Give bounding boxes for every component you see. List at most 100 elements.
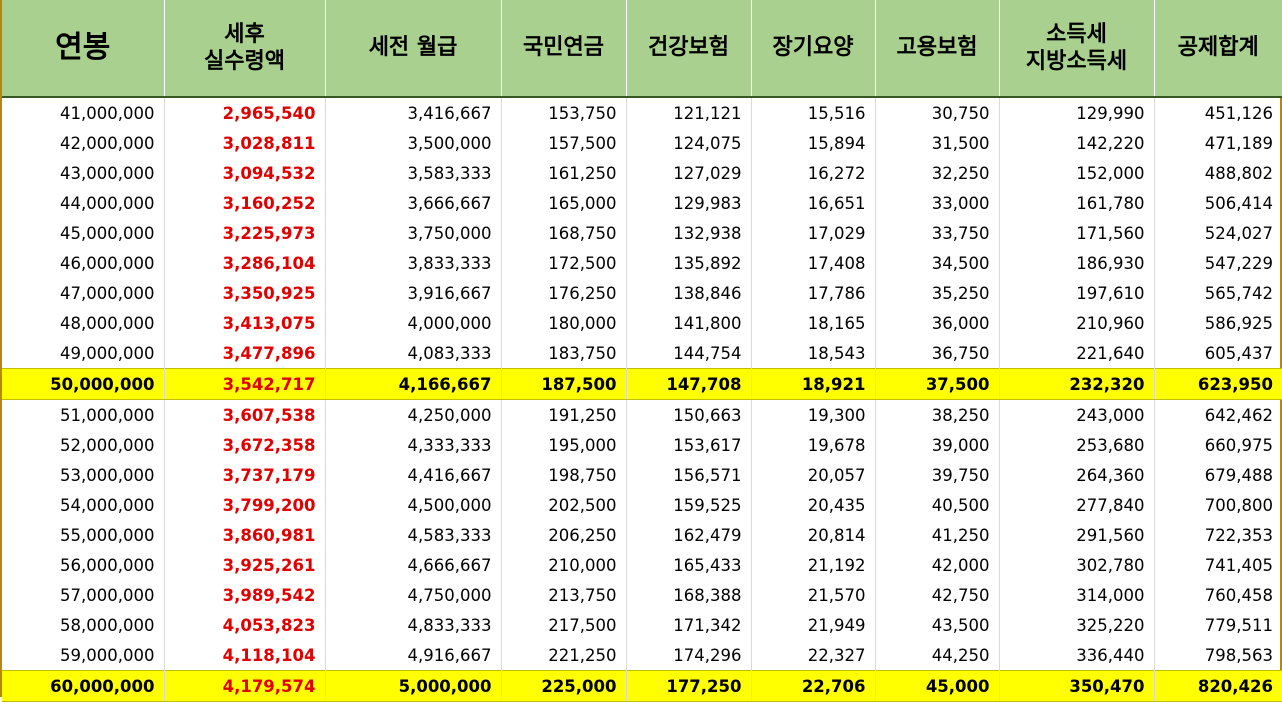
cell-health-insurance[interactable]: 138,846 (626, 278, 751, 308)
cell-long-term-care[interactable]: 18,543 (751, 338, 875, 369)
cell-income-tax[interactable]: 142,220 (999, 128, 1154, 158)
cell-income-tax[interactable]: 243,000 (999, 400, 1154, 431)
cell-employment-insurance[interactable]: 33,750 (875, 218, 999, 248)
cell-employment-insurance[interactable]: 33,000 (875, 188, 999, 218)
cell-national-pension[interactable]: 198,750 (501, 460, 626, 490)
cell-long-term-care[interactable]: 18,165 (751, 308, 875, 338)
cell-income-tax[interactable]: 232,320 (999, 369, 1154, 400)
cell-annual-salary[interactable]: 52,000,000 (2, 430, 164, 460)
cell-net-monthly-pay[interactable]: 3,860,981 (164, 520, 325, 550)
cell-annual-salary[interactable]: 57,000,000 (2, 580, 164, 610)
cell-annual-salary[interactable]: 44,000,000 (2, 188, 164, 218)
cell-long-term-care[interactable]: 16,651 (751, 188, 875, 218)
cell-employment-insurance[interactable]: 31,500 (875, 128, 999, 158)
cell-long-term-care[interactable]: 20,814 (751, 520, 875, 550)
cell-long-term-care[interactable]: 18,921 (751, 369, 875, 400)
cell-gross-monthly-pay[interactable]: 4,083,333 (325, 338, 501, 369)
cell-employment-insurance[interactable]: 36,750 (875, 338, 999, 369)
cell-employment-insurance[interactable]: 39,000 (875, 430, 999, 460)
cell-net-monthly-pay[interactable]: 3,094,532 (164, 158, 325, 188)
cell-net-monthly-pay[interactable]: 3,350,925 (164, 278, 325, 308)
cell-income-tax[interactable]: 152,000 (999, 158, 1154, 188)
cell-employment-insurance[interactable]: 39,750 (875, 460, 999, 490)
cell-health-insurance[interactable]: 165,433 (626, 550, 751, 580)
cell-gross-monthly-pay[interactable]: 4,916,667 (325, 640, 501, 671)
cell-health-insurance[interactable]: 144,754 (626, 338, 751, 369)
cell-net-monthly-pay[interactable]: 3,925,261 (164, 550, 325, 580)
cell-employment-insurance[interactable]: 38,250 (875, 400, 999, 431)
cell-national-pension[interactable]: 176,250 (501, 278, 626, 308)
cell-income-tax[interactable]: 314,000 (999, 580, 1154, 610)
cell-total-deduction[interactable]: 722,353 (1154, 520, 1282, 550)
cell-health-insurance[interactable]: 153,617 (626, 430, 751, 460)
cell-net-monthly-pay[interactable]: 3,542,717 (164, 369, 325, 400)
cell-employment-insurance[interactable]: 42,750 (875, 580, 999, 610)
cell-gross-monthly-pay[interactable]: 3,833,333 (325, 248, 501, 278)
cell-total-deduction[interactable]: 741,405 (1154, 550, 1282, 580)
cell-net-monthly-pay[interactable]: 4,053,823 (164, 610, 325, 640)
cell-employment-insurance[interactable]: 44,250 (875, 640, 999, 671)
cell-health-insurance[interactable]: 168,388 (626, 580, 751, 610)
cell-income-tax[interactable]: 277,840 (999, 490, 1154, 520)
cell-long-term-care[interactable]: 21,949 (751, 610, 875, 640)
cell-total-deduction[interactable]: 488,802 (1154, 158, 1282, 188)
cell-gross-monthly-pay[interactable]: 4,750,000 (325, 580, 501, 610)
cell-long-term-care[interactable]: 15,516 (751, 97, 875, 128)
cell-health-insurance[interactable]: 147,708 (626, 369, 751, 400)
cell-income-tax[interactable]: 302,780 (999, 550, 1154, 580)
cell-health-insurance[interactable]: 127,029 (626, 158, 751, 188)
cell-long-term-care[interactable]: 19,678 (751, 430, 875, 460)
cell-national-pension[interactable]: 191,250 (501, 400, 626, 431)
cell-net-monthly-pay[interactable]: 3,028,811 (164, 128, 325, 158)
cell-gross-monthly-pay[interactable]: 4,333,333 (325, 430, 501, 460)
cell-gross-monthly-pay[interactable]: 4,500,000 (325, 490, 501, 520)
cell-gross-monthly-pay[interactable]: 3,666,667 (325, 188, 501, 218)
cell-national-pension[interactable]: 180,000 (501, 308, 626, 338)
cell-total-deduction[interactable]: 779,511 (1154, 610, 1282, 640)
cell-employment-insurance[interactable]: 37,500 (875, 369, 999, 400)
cell-annual-salary[interactable]: 55,000,000 (2, 520, 164, 550)
cell-gross-monthly-pay[interactable]: 4,833,333 (325, 610, 501, 640)
cell-total-deduction[interactable]: 605,437 (1154, 338, 1282, 369)
cell-annual-salary[interactable]: 46,000,000 (2, 248, 164, 278)
cell-gross-monthly-pay[interactable]: 4,666,667 (325, 550, 501, 580)
cell-annual-salary[interactable]: 49,000,000 (2, 338, 164, 369)
cell-employment-insurance[interactable]: 42,000 (875, 550, 999, 580)
cell-long-term-care[interactable]: 20,057 (751, 460, 875, 490)
cell-national-pension[interactable]: 165,000 (501, 188, 626, 218)
cell-total-deduction[interactable]: 471,189 (1154, 128, 1282, 158)
cell-health-insurance[interactable]: 135,892 (626, 248, 751, 278)
cell-net-monthly-pay[interactable]: 4,118,104 (164, 640, 325, 671)
cell-annual-salary[interactable]: 43,000,000 (2, 158, 164, 188)
cell-long-term-care[interactable]: 22,327 (751, 640, 875, 671)
cell-health-insurance[interactable]: 162,479 (626, 520, 751, 550)
cell-national-pension[interactable]: 202,500 (501, 490, 626, 520)
cell-net-monthly-pay[interactable]: 3,737,179 (164, 460, 325, 490)
cell-health-insurance[interactable]: 159,525 (626, 490, 751, 520)
cell-employment-insurance[interactable]: 40,500 (875, 490, 999, 520)
cell-annual-salary[interactable]: 58,000,000 (2, 610, 164, 640)
cell-health-insurance[interactable]: 124,075 (626, 128, 751, 158)
cell-annual-salary[interactable]: 56,000,000 (2, 550, 164, 580)
cell-gross-monthly-pay[interactable]: 4,583,333 (325, 520, 501, 550)
cell-annual-salary[interactable]: 42,000,000 (2, 128, 164, 158)
cell-health-insurance[interactable]: 132,938 (626, 218, 751, 248)
cell-national-pension[interactable]: 206,250 (501, 520, 626, 550)
cell-total-deduction[interactable]: 760,458 (1154, 580, 1282, 610)
cell-income-tax[interactable]: 129,990 (999, 97, 1154, 128)
cell-net-monthly-pay[interactable]: 3,225,973 (164, 218, 325, 248)
cell-total-deduction[interactable]: 506,414 (1154, 188, 1282, 218)
cell-income-tax[interactable]: 253,680 (999, 430, 1154, 460)
cell-net-monthly-pay[interactable]: 3,607,538 (164, 400, 325, 431)
cell-total-deduction[interactable]: 679,488 (1154, 460, 1282, 490)
cell-national-pension[interactable]: 195,000 (501, 430, 626, 460)
cell-total-deduction[interactable]: 586,925 (1154, 308, 1282, 338)
cell-total-deduction[interactable]: 660,975 (1154, 430, 1282, 460)
cell-national-pension[interactable]: 161,250 (501, 158, 626, 188)
cell-national-pension[interactable]: 183,750 (501, 338, 626, 369)
cell-net-monthly-pay[interactable]: 3,286,104 (164, 248, 325, 278)
cell-total-deduction[interactable]: 798,563 (1154, 640, 1282, 671)
cell-total-deduction[interactable]: 451,126 (1154, 97, 1282, 128)
cell-annual-salary[interactable]: 48,000,000 (2, 308, 164, 338)
cell-total-deduction[interactable]: 565,742 (1154, 278, 1282, 308)
